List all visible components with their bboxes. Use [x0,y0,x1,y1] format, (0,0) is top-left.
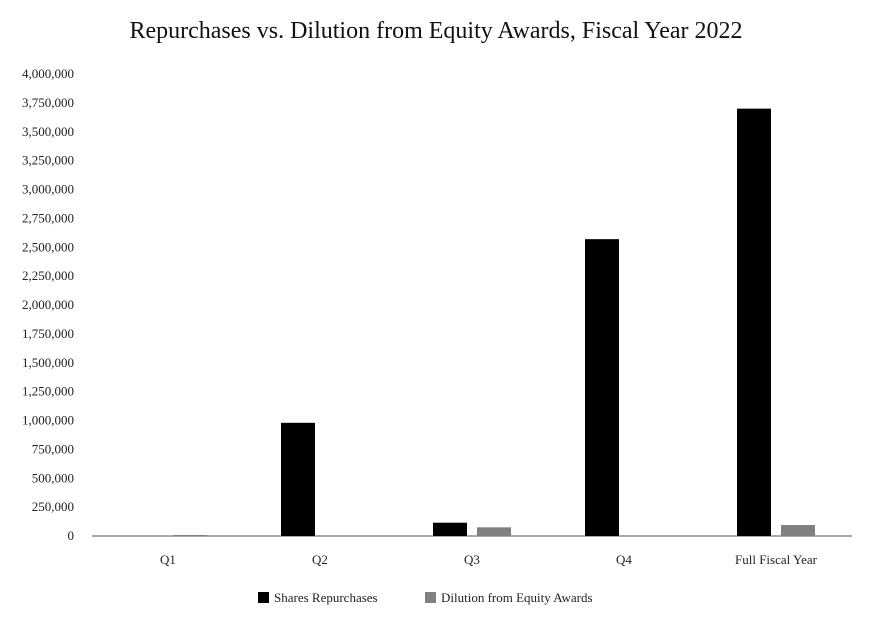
y-tick-label: 750,000 [32,441,74,456]
y-tick-label: 4,000,000 [22,66,74,81]
y-tick-label: 1,000,000 [22,413,74,428]
y-tick-label: 500,000 [32,470,74,485]
y-tick-label: 0 [68,528,75,543]
bar-dilution-equity-awards [173,535,207,536]
y-tick-label: 3,500,000 [22,124,74,139]
y-tick-label: 2,750,000 [22,210,74,225]
legend-swatch [258,592,269,603]
y-tick-label: 3,000,000 [22,182,74,197]
bar-shares-repurchases [281,422,315,536]
y-tick-label: 1,750,000 [22,326,74,341]
legend-swatch [425,592,436,603]
bar-shares-repurchases [737,108,771,537]
bar-dilution-equity-awards [477,527,511,536]
y-tick-label: 3,250,000 [22,153,74,168]
bar-dilution-equity-awards [781,525,815,536]
y-tick-label: 250,000 [32,499,74,514]
legend-label: Shares Repurchases [274,590,378,605]
y-tick-label: 3,750,000 [22,95,74,110]
legend-label: Dilution from Equity Awards [441,590,593,605]
bar-shares-repurchases [433,522,467,536]
x-tick-label: Q2 [312,552,328,567]
x-tick-label: Full Fiscal Year [735,552,818,567]
chart-title: Repurchases vs. Dilution from Equity Awa… [129,18,743,44]
x-tick-label: Q3 [464,552,480,567]
y-tick-label: 1,500,000 [22,355,74,370]
x-tick-label: Q1 [160,552,176,567]
y-tick-label: 2,250,000 [22,268,74,283]
x-tick-label: Q4 [616,552,632,567]
y-tick-label: 1,250,000 [22,384,74,399]
y-tick-label: 2,000,000 [22,297,74,312]
bar-shares-repurchases [585,239,619,537]
y-tick-label: 2,500,000 [22,239,74,254]
